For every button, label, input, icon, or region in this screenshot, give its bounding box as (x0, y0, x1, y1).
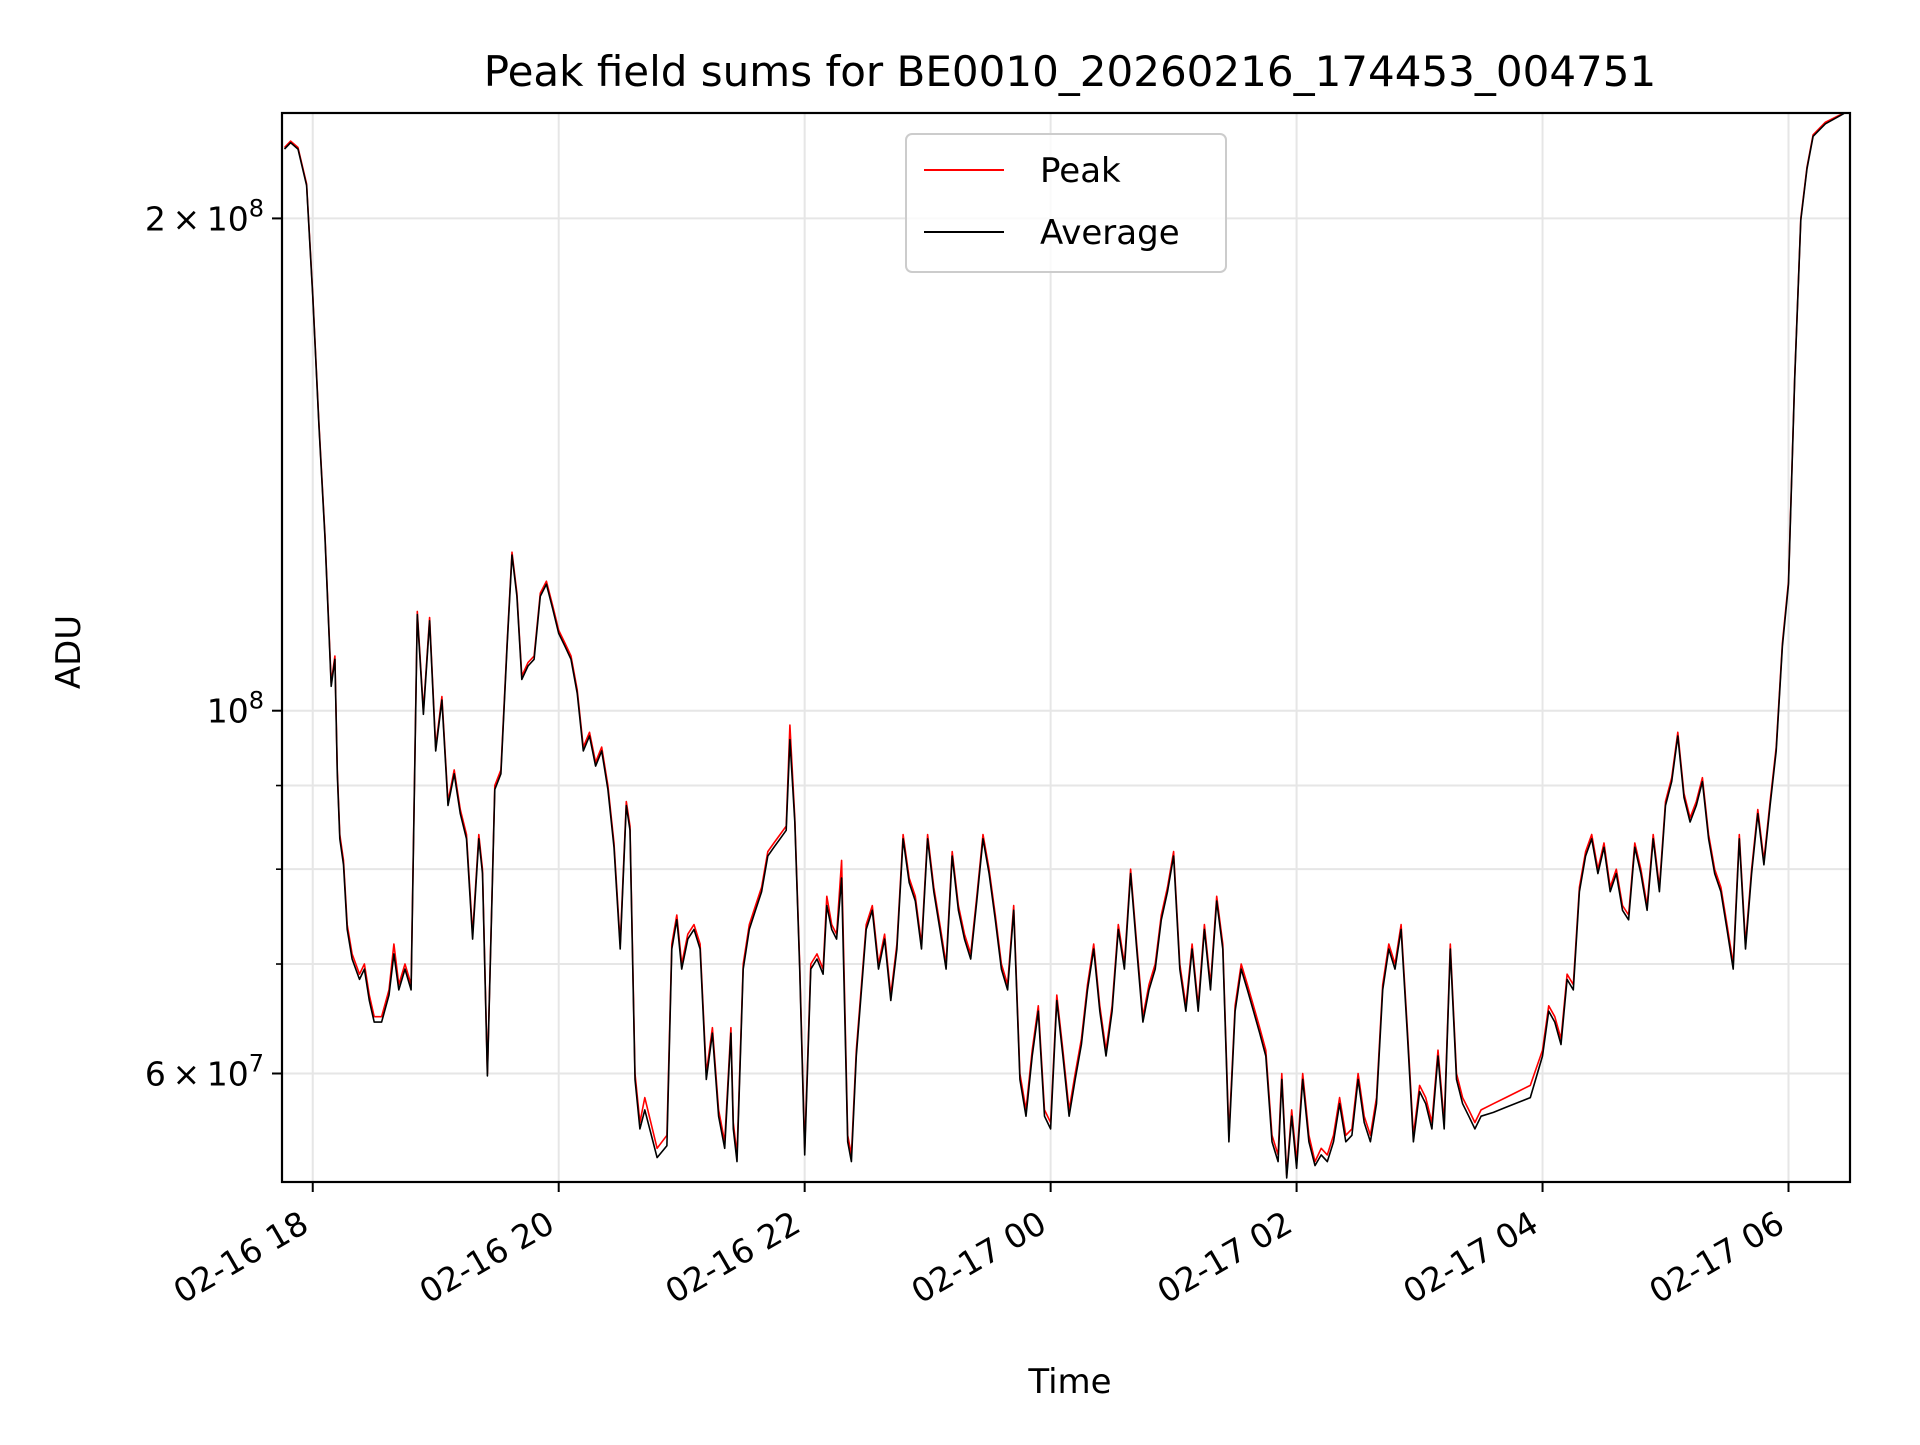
y-tick-label: 6 × 107 (145, 1050, 264, 1094)
legend: Peak Average (905, 133, 1227, 273)
chart-title: Peak field sums for BE0010_20260216_1744… (484, 47, 1656, 96)
legend-peak-label: Peak (1040, 151, 1121, 191)
series-layer (283, 113, 1845, 1179)
y-tick-label: 2 × 108 (145, 194, 264, 238)
legend-average-label: Average (1040, 213, 1180, 253)
y-axis-label: ADU (49, 615, 89, 689)
series-line-average (283, 113, 1845, 1179)
x-axis-label: Time (1027, 1362, 1111, 1402)
legend-box (905, 133, 1227, 273)
plot-frame (280, 111, 1852, 1184)
y-tick-label: 108 (207, 687, 264, 731)
